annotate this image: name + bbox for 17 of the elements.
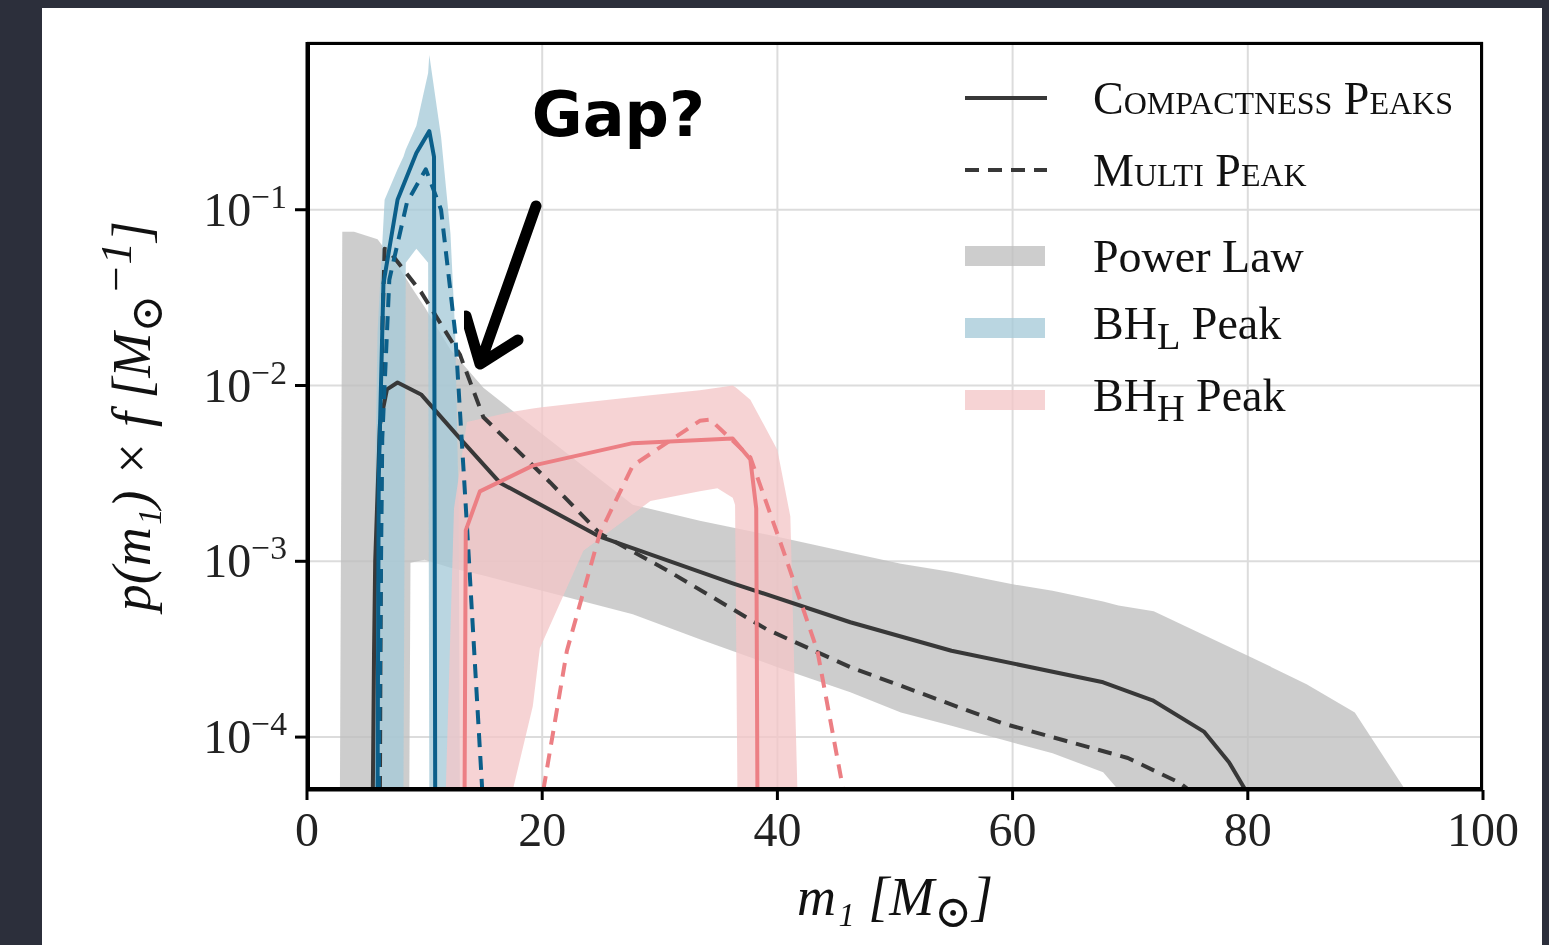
y-tick-label: 10$^{−2}$ — [203, 353, 287, 412]
x-tick-label: 40 — [753, 803, 802, 856]
y-tick-label: 10$^{−4}$ — [203, 704, 288, 764]
y-tick-label: 10$^{−1}$ — [203, 177, 287, 236]
annotation: Gap? — [531, 77, 705, 151]
legend-label: Power Law — [1093, 229, 1304, 283]
x-tick-label: 100 — [1447, 803, 1519, 856]
x-tick-label: 60 — [988, 803, 1037, 856]
x-tick-label: 20 — [518, 803, 567, 856]
y-tick-label: 10$^{−3}$ — [203, 528, 287, 588]
x-tick-label: 0 — [295, 803, 319, 856]
legend-label: BH$_{H}$ Peak — [1093, 369, 1286, 431]
x-axis-title: m₁ [M$_{⊙}$] — [796, 866, 994, 938]
x-tick-label: 80 — [1223, 803, 1272, 856]
legend-label: BH$_{L}$ Peak — [1093, 297, 1282, 359]
legend-label: Multi Peak — [1093, 143, 1307, 197]
legend-label: Compactness Peaks — [1093, 71, 1453, 125]
